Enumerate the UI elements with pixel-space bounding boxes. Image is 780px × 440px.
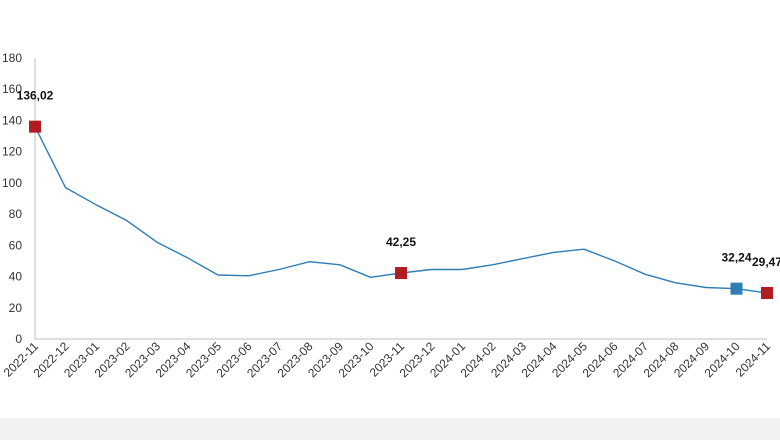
x-axis: 2022-112022-122023-012023-022023-032023-… xyxy=(1,338,774,380)
chart-footer-band xyxy=(0,418,780,440)
y-tick-label: 160 xyxy=(2,82,22,96)
data-point xyxy=(217,274,219,276)
data-point xyxy=(125,219,127,221)
y-tick-label: 60 xyxy=(9,238,23,252)
highlight-marker xyxy=(730,282,743,295)
data-point xyxy=(430,268,432,270)
data-point xyxy=(339,264,341,266)
y-tick-label: 40 xyxy=(9,270,23,284)
data-point xyxy=(186,257,188,259)
data-point xyxy=(247,275,249,277)
y-tick-label: 180 xyxy=(2,51,22,65)
highlight-markers: 136,02 42,25 32,24 29,47 xyxy=(17,89,780,299)
highlight-marker xyxy=(29,120,41,133)
data-point xyxy=(156,241,158,243)
data-point xyxy=(461,268,463,270)
data-point xyxy=(64,186,66,188)
y-axis: 0 20 40 60 80 100 120 140 160 180 xyxy=(2,51,36,346)
data-label: 29,47 xyxy=(752,255,780,269)
data-point xyxy=(278,268,280,270)
y-tick-label: 80 xyxy=(9,207,23,221)
data-point xyxy=(552,251,554,253)
data-label: 32,24 xyxy=(721,251,751,265)
data-point xyxy=(369,276,371,278)
y-tick-label: 20 xyxy=(9,301,23,315)
data-point xyxy=(522,257,524,259)
data-label: 42,25 xyxy=(386,235,416,249)
data-point xyxy=(491,264,493,266)
data-point xyxy=(308,261,310,263)
data-point xyxy=(613,260,615,262)
data-point xyxy=(705,286,707,288)
y-tick-label: 100 xyxy=(2,176,22,190)
data-point xyxy=(644,273,646,275)
x-tick-label: 2024-11 xyxy=(733,339,774,380)
highlight-marker xyxy=(761,286,773,299)
data-point xyxy=(674,282,676,284)
y-tick-label: 140 xyxy=(2,113,22,127)
y-tick-label: 120 xyxy=(2,145,22,159)
data-point xyxy=(583,248,585,250)
y-tick-label: 0 xyxy=(15,332,22,346)
data-label: 136,02 xyxy=(17,89,54,103)
data-point xyxy=(95,204,97,206)
highlight-marker xyxy=(395,267,407,280)
